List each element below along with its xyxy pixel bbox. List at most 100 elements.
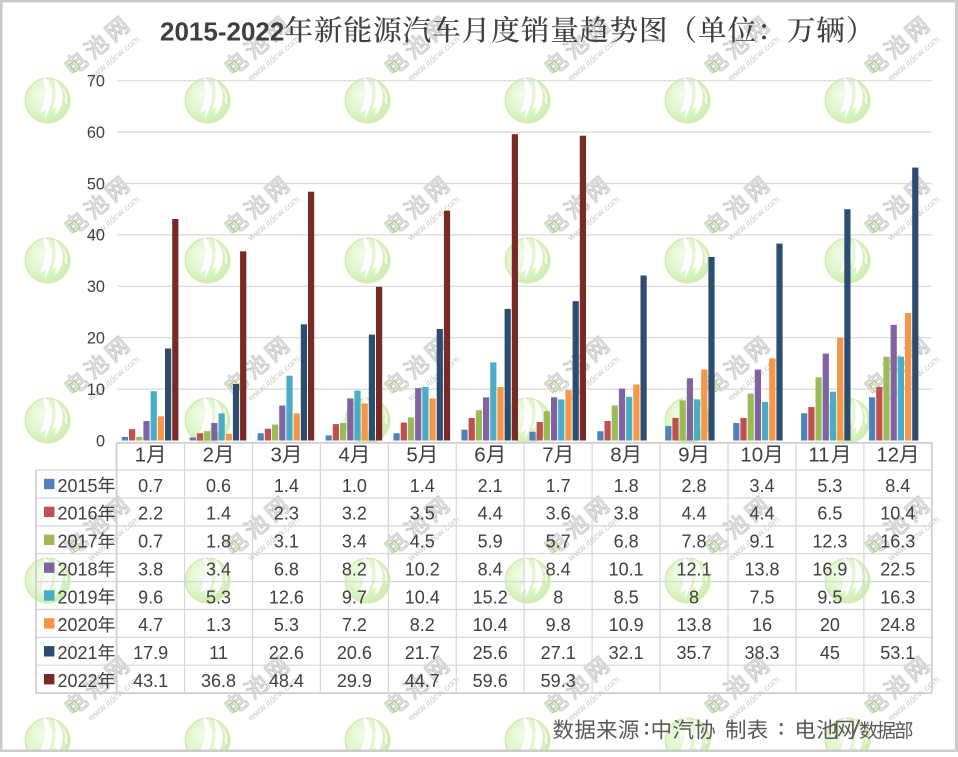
svg-text:12.1: 12.1	[676, 559, 711, 579]
svg-text:11: 11	[808, 444, 829, 467]
svg-text:1.8: 1.8	[614, 476, 639, 496]
svg-text:1.4: 1.4	[410, 476, 435, 496]
svg-text:50: 50	[87, 175, 105, 193]
svg-text:2016: 2016	[58, 504, 98, 524]
svg-text:1.4: 1.4	[206, 504, 231, 524]
svg-text:40: 40	[87, 227, 105, 245]
svg-text:48.4: 48.4	[269, 671, 304, 691]
svg-text:44.7: 44.7	[405, 671, 440, 691]
svg-text:6.8: 6.8	[614, 532, 639, 552]
svg-text:36.8: 36.8	[201, 671, 236, 691]
svg-text:5: 5	[406, 444, 417, 467]
svg-text:3: 3	[271, 444, 282, 467]
svg-text:35.7: 35.7	[676, 643, 711, 663]
svg-text:2.1: 2.1	[478, 476, 503, 496]
svg-text:22.5: 22.5	[880, 559, 915, 579]
svg-text:10.4: 10.4	[880, 504, 915, 524]
svg-text:4.5: 4.5	[410, 532, 435, 552]
svg-text:2021: 2021	[58, 643, 98, 663]
svg-text:3.4: 3.4	[749, 476, 774, 496]
svg-text:9.7: 9.7	[342, 587, 367, 607]
svg-text:9.6: 9.6	[138, 587, 163, 607]
svg-text:38.3: 38.3	[744, 643, 779, 663]
svg-text:0.6: 0.6	[206, 476, 231, 496]
svg-text:10.4: 10.4	[405, 587, 440, 607]
svg-text:6.8: 6.8	[274, 559, 299, 579]
svg-text:2: 2	[203, 444, 214, 467]
svg-text:20: 20	[820, 615, 840, 635]
svg-text:10.4: 10.4	[473, 615, 508, 635]
svg-text:3.1: 3.1	[274, 532, 299, 552]
svg-text:10: 10	[740, 444, 763, 467]
svg-text:53.1: 53.1	[880, 643, 915, 663]
svg-text:10.9: 10.9	[609, 615, 644, 635]
svg-text:10.2: 10.2	[405, 559, 440, 579]
svg-text:8: 8	[553, 587, 563, 607]
svg-text:3.4: 3.4	[342, 532, 367, 552]
svg-text:13.8: 13.8	[744, 559, 779, 579]
svg-text:2022: 2022	[58, 671, 98, 691]
svg-text:8: 8	[689, 587, 699, 607]
svg-text:59.6: 59.6	[473, 671, 508, 691]
svg-text:0.7: 0.7	[138, 532, 163, 552]
svg-text:59.3: 59.3	[541, 671, 576, 691]
svg-text:1.8: 1.8	[206, 532, 231, 552]
svg-text:2017: 2017	[58, 532, 98, 552]
svg-text:3.8: 3.8	[614, 504, 639, 524]
svg-text:4.4: 4.4	[749, 504, 774, 524]
svg-text:43.1: 43.1	[133, 671, 168, 691]
svg-text:7.8: 7.8	[681, 532, 706, 552]
svg-text:70: 70	[87, 73, 105, 91]
svg-text:2.8: 2.8	[681, 476, 706, 496]
svg-text:8.4: 8.4	[478, 559, 503, 579]
svg-text:6: 6	[474, 444, 485, 467]
svg-text:4.4: 4.4	[478, 504, 503, 524]
svg-text:15.2: 15.2	[473, 587, 508, 607]
svg-text:3.8: 3.8	[138, 559, 163, 579]
svg-text:10: 10	[87, 381, 105, 399]
svg-text:20: 20	[87, 330, 105, 348]
svg-text:21.7: 21.7	[405, 643, 440, 663]
svg-text:8.5: 8.5	[614, 587, 639, 607]
svg-text:8.2: 8.2	[342, 559, 367, 579]
svg-text:4: 4	[338, 444, 349, 467]
svg-text:4.4: 4.4	[681, 504, 706, 524]
svg-text:27.1: 27.1	[541, 643, 576, 663]
svg-text:13.8: 13.8	[676, 615, 711, 635]
svg-text:16: 16	[752, 615, 772, 635]
svg-text:3.6: 3.6	[546, 504, 571, 524]
svg-text:0: 0	[96, 432, 105, 450]
svg-text:5.3: 5.3	[274, 615, 299, 635]
svg-text:60: 60	[87, 124, 105, 142]
svg-text:1.0: 1.0	[342, 476, 367, 496]
svg-text:7.2: 7.2	[342, 615, 367, 635]
svg-text:8.4: 8.4	[885, 476, 910, 496]
svg-text:2015: 2015	[58, 476, 98, 496]
svg-text:32.1: 32.1	[609, 643, 644, 663]
svg-text:16.9: 16.9	[812, 559, 847, 579]
svg-text:2.2: 2.2	[138, 504, 163, 524]
svg-text:8: 8	[610, 444, 621, 467]
svg-text:2015-2022: 2015-2022	[160, 16, 284, 46]
svg-text:1.3: 1.3	[206, 615, 231, 635]
svg-text:5.7: 5.7	[546, 532, 571, 552]
svg-text:3.4: 3.4	[206, 559, 231, 579]
svg-text:17.9: 17.9	[133, 643, 168, 663]
svg-text:25.6: 25.6	[473, 643, 508, 663]
svg-text:1.7: 1.7	[546, 476, 571, 496]
svg-text:2019: 2019	[58, 587, 98, 607]
svg-text:10.1: 10.1	[609, 559, 644, 579]
svg-text:5.3: 5.3	[206, 587, 231, 607]
svg-text:9.1: 9.1	[749, 532, 774, 552]
svg-text:20.6: 20.6	[337, 643, 372, 663]
svg-text:45: 45	[820, 643, 840, 663]
svg-text:12.6: 12.6	[269, 587, 304, 607]
svg-text:1: 1	[135, 444, 146, 467]
svg-text:8.2: 8.2	[410, 615, 435, 635]
svg-text:4.7: 4.7	[138, 615, 163, 635]
svg-text:5.3: 5.3	[817, 476, 842, 496]
svg-text:29.9: 29.9	[337, 671, 372, 691]
svg-text:0.7: 0.7	[138, 476, 163, 496]
svg-text:11: 11	[209, 643, 228, 663]
svg-text:3.2: 3.2	[342, 504, 367, 524]
